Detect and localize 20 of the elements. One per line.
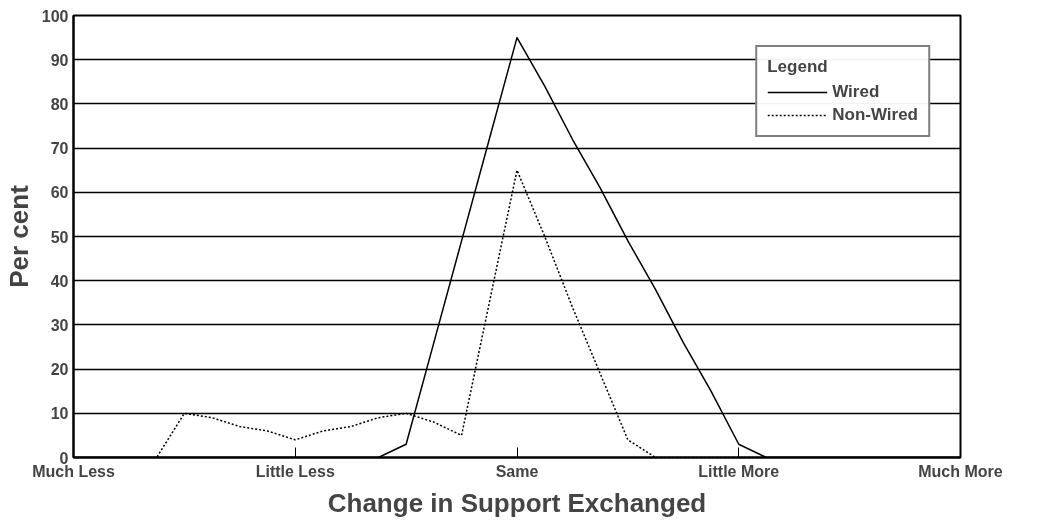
y-tick-label: 50 [50, 228, 69, 246]
x-tick-label: Little More [698, 462, 780, 480]
y-tick-label: 90 [50, 51, 69, 69]
legend-label: Non-Wired [832, 105, 918, 125]
y-tick-label: 80 [50, 95, 69, 113]
legend-title: Legend [767, 57, 829, 77]
y-axis-title: Per cent [3, 184, 34, 288]
legend-label: Wired [832, 82, 880, 102]
y-tick-label: 70 [50, 140, 69, 158]
y-tick-label: 20 [50, 361, 69, 379]
y-tick-label: 100 [41, 7, 69, 25]
x-axis-title: Change in Support Exchanged [327, 487, 707, 518]
x-tick-label: Little Less [255, 462, 335, 480]
y-tick-label: 10 [50, 405, 69, 423]
y-tick-label: 40 [50, 272, 69, 290]
y-tick-label: 60 [50, 184, 69, 202]
x-tick-label: Much Less [32, 462, 115, 480]
x-tick-label: Much More [918, 462, 1003, 480]
x-tick-label: Same [495, 462, 539, 480]
y-tick-label: 30 [50, 316, 69, 334]
